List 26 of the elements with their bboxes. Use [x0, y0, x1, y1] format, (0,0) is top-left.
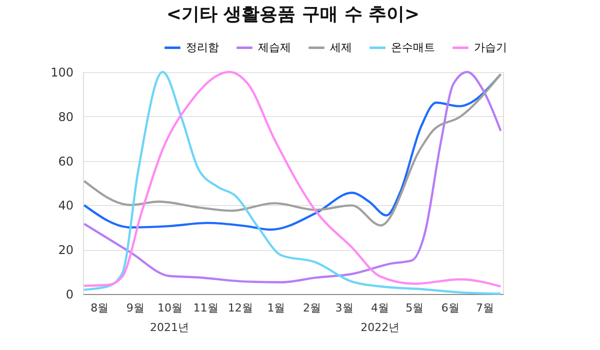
x-tick-label: 10월 — [158, 302, 183, 314]
legend-label: 가습기 — [474, 40, 507, 54]
y-tick-label: 100 — [50, 66, 74, 80]
legend-label: 정리함 — [186, 40, 219, 54]
legend-label: 제습제 — [258, 40, 291, 54]
x-tick-label: 9월 — [126, 302, 144, 314]
x-tick-label: 5월 — [406, 302, 424, 314]
x-tick-label: 2월 — [302, 302, 321, 314]
x-tick-label: 1월 — [267, 302, 286, 314]
y-tick-label: 0 — [66, 288, 74, 302]
x-tick-label: 8월 — [90, 302, 109, 314]
x-tick-label: 6월 — [441, 302, 460, 314]
y-tick-label: 80 — [58, 110, 74, 124]
text: 2021년 — [150, 321, 190, 334]
legend-label: 세제 — [330, 40, 352, 54]
x-tick-label: 11월 — [193, 302, 218, 314]
y-tick-label: 40 — [58, 198, 74, 213]
x-tick-label: 3월 — [335, 302, 354, 314]
y-tick-label: 20 — [58, 243, 74, 258]
y-tick-label: 60 — [58, 154, 74, 168]
text: 2022년 — [360, 321, 400, 334]
x-tick-label: 7월 — [476, 302, 494, 314]
x-tick-label: 12월 — [228, 302, 253, 314]
x-tick-label: 4월 — [371, 302, 390, 314]
chart-title: <기타 생활용품 구매 수 추이> — [166, 4, 420, 25]
legend-label: 온수매트 — [391, 40, 435, 54]
